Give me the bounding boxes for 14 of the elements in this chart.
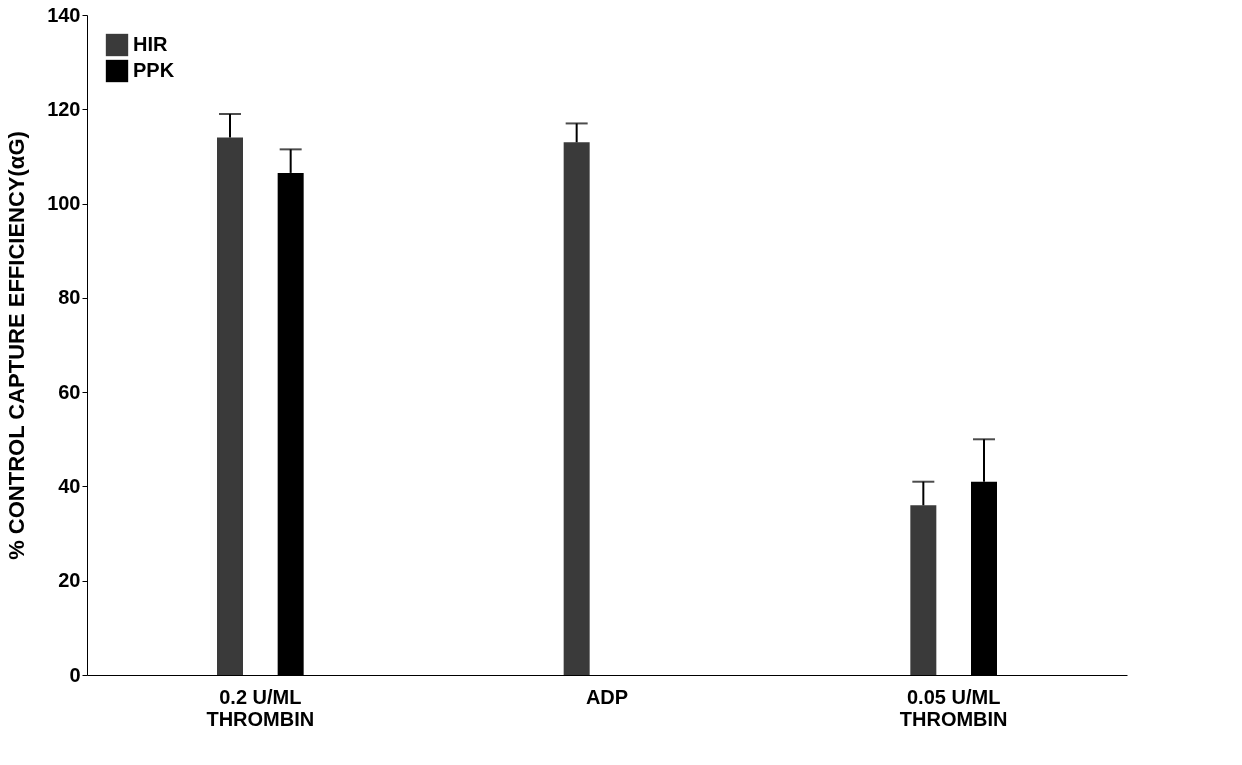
y-tick-label: 40	[58, 474, 81, 497]
y-tick-label: 60	[58, 380, 81, 403]
y-tick-label: 120	[47, 97, 81, 120]
legend-label: HIR	[133, 33, 168, 55]
x-tick-label: 0.2 U/ML THROMBIN	[206, 685, 315, 730]
x-tick-label: 0.05 U/ML THROMBIN	[899, 685, 1008, 730]
y-axis-title: % CONTROL CAPTURE EFFICIENCY(αG)	[4, 131, 30, 560]
y-tick-label: 100	[47, 192, 81, 215]
legend-label: PPK	[133, 59, 175, 81]
y-tick-label: 80	[58, 286, 81, 309]
x-tick-label: ADP	[585, 685, 629, 708]
y-tick-label: 0	[69, 663, 81, 686]
y-tick-label: 140	[47, 3, 81, 26]
y-tick-label: 20	[58, 569, 81, 592]
